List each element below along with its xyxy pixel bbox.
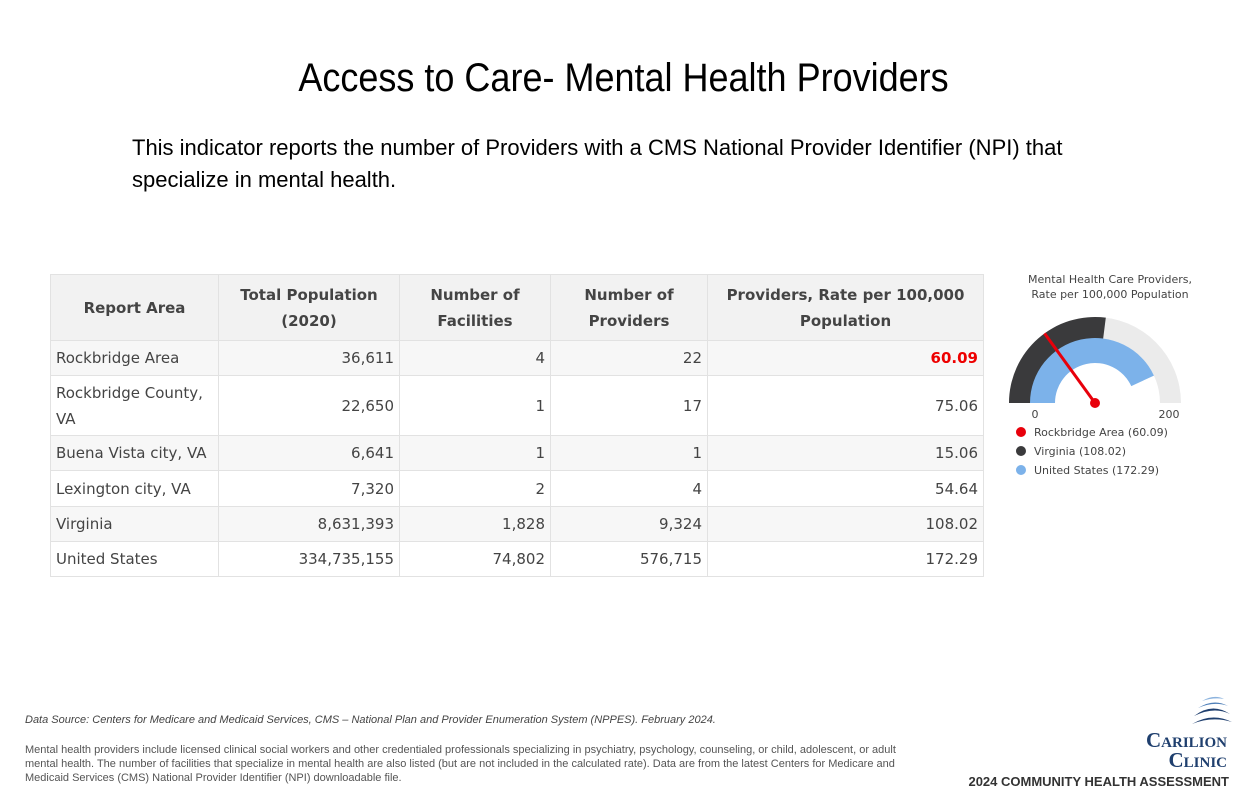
data-table: Report Area Total Population (2020) Number… — [50, 274, 984, 577]
table-row: Lexington city, VA 7,320 2 4 54.64 — [50, 470, 984, 507]
table-cell: 1 — [399, 435, 551, 471]
table-cell: 22,650 — [218, 375, 400, 436]
header-row: Report Area Total Population (2020) Number… — [50, 274, 984, 341]
description: This indicator reports the number of Pro… — [132, 135, 1063, 192]
column-header: Providers, Rate per 100,000 Population — [707, 274, 984, 341]
table-row: Buena Vista city, VA 6,641 1 1 15.06 — [50, 435, 984, 471]
table-cell: 576,715 — [550, 541, 708, 577]
needle-pivot — [1090, 398, 1100, 408]
table-cell: 4 — [399, 340, 551, 376]
table-cell: 17 — [550, 375, 708, 436]
table-cell: 4 — [550, 470, 708, 507]
legend-marker — [1016, 427, 1026, 437]
table-row: United States 334,735,155 74,802 576,715 172… — [50, 541, 984, 577]
table-row: Virginia 8,631,393 1,828 9,324 108.02 — [50, 506, 984, 542]
table-row: Rockbridge County, VA 22,650 1 17 75.06 — [50, 375, 984, 436]
gauge-chart: Mental Health Care Providers, Rate per 10… — [1009, 273, 1192, 477]
table-cell: Rockbridge Area — [50, 340, 219, 376]
logo-text: Clinic — [1168, 748, 1227, 772]
data-source: Data Source: Centers for Medicare and Me… — [25, 714, 716, 726]
table-cell: 108.02 — [707, 506, 984, 542]
table-cell: 1 — [550, 435, 708, 471]
table-cell: 75.06 — [707, 375, 984, 436]
table-cell: 22 — [550, 340, 708, 376]
gauge-min-label: 0 — [1032, 408, 1039, 421]
table-cell: 7,320 — [218, 470, 400, 507]
table-cell: 8,631,393 — [218, 506, 400, 542]
table-cell: 1 — [399, 375, 551, 436]
assessment-label: 2024 COMMUNITY HEALTH ASSESSMENT — [968, 774, 1229, 789]
legend-label: United States (172.29) — [1034, 464, 1159, 477]
table-row: Rockbridge Area 36,611 4 22 60.09 — [50, 340, 984, 376]
table-cell: Buena Vista city, VA — [50, 435, 219, 471]
table-cell: Rockbridge County, VA — [50, 375, 219, 436]
table-cell: 54.64 — [707, 470, 984, 507]
title: Access to Care- Mental Health Providers — [298, 56, 949, 100]
table-cell: 334,735,155 — [218, 541, 400, 577]
gauge-title: Mental Health Care Providers, Rate per 10… — [1028, 273, 1192, 301]
table-cell: 2 — [399, 470, 551, 507]
legend-label: Virginia (108.02) — [1034, 445, 1126, 458]
legend-marker — [1016, 446, 1026, 456]
table-cell: 6,641 — [218, 435, 400, 471]
table-cell: 74,802 — [399, 541, 551, 577]
gauge-max-label: 200 — [1159, 408, 1180, 421]
logo-text: Carilion — [1145, 728, 1227, 752]
column-header: Report Area — [50, 274, 219, 341]
logo-mark — [1192, 696, 1232, 724]
table-cell: 36,611 — [218, 340, 400, 376]
table-cell: 9,324 — [550, 506, 708, 542]
gauge-needle — [1043, 332, 1097, 404]
table-cell: Virginia — [50, 506, 219, 542]
table-cell: United States — [50, 541, 219, 577]
table-cell: Lexington city, VA — [50, 470, 219, 507]
legend-marker — [1016, 465, 1026, 475]
footnote: Mental health providers include licensed… — [25, 744, 896, 784]
gauge-band — [1009, 317, 1106, 403]
table-cell: 60.09 — [707, 340, 984, 376]
table-cell: 172.29 — [707, 541, 984, 577]
legend-label: Rockbridge Area (60.09) — [1034, 426, 1168, 439]
table-cell: 1,828 — [399, 506, 551, 542]
column-header: Total Population (2020) — [218, 274, 400, 341]
column-header: Number of Providers — [550, 274, 708, 341]
column-header: Number of Facilities — [399, 274, 551, 341]
table-cell: 15.06 — [707, 435, 984, 471]
